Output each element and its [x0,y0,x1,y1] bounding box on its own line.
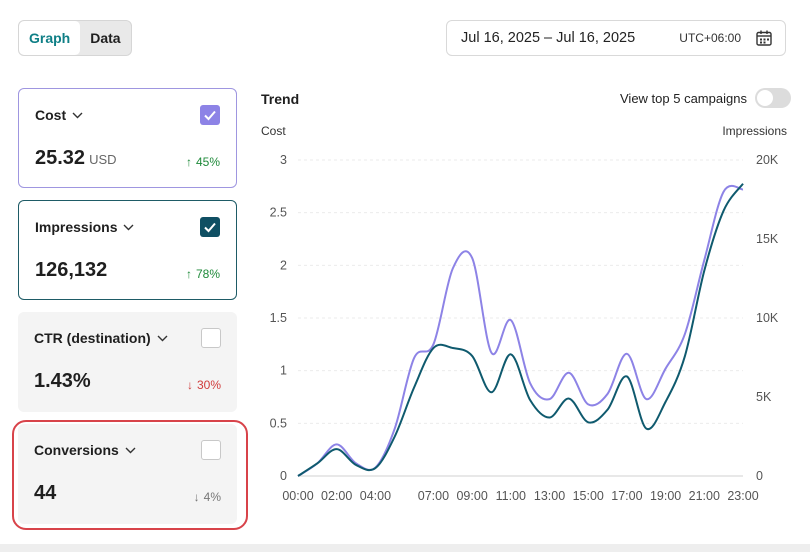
chevron-down-icon [157,335,168,341]
x-tick-label: 00:00 [282,489,313,503]
metric-value-row: 44 [34,482,56,505]
metric-value: 25.32 [35,147,86,169]
metric-dropdown[interactable]: Cost [35,107,83,123]
y-right-tick-label: 15K [756,232,779,246]
chevron-down-icon [123,224,134,230]
y-right-tick-label: 20K [756,153,779,167]
series-line-cost [297,184,744,477]
series-line-impressions [297,183,744,477]
top5-campaigns-toggle[interactable]: View top 5 campaigns [620,88,791,108]
metric-value-row: 1.43% [34,370,91,393]
y-left-tick-label: 3 [280,153,287,167]
y-right-axis-title: Impressions [722,124,787,138]
chevron-down-icon [72,112,83,118]
metric-dropdown[interactable]: Impressions [35,219,134,235]
y-left-tick-label: 1.5 [270,311,287,325]
y-left-axis-title: Cost [261,124,286,138]
bottom-strip [0,544,810,552]
metric-change-value: 45% [195,155,220,169]
x-tick-label: 04:00 [360,489,391,503]
metric-card-cost[interactable]: Cost 25.32 USD ↑ 45% [18,88,237,188]
toggle-knob [756,90,773,106]
x-tick-label: 23:00 [727,489,758,503]
x-tick-label: 13:00 [534,489,565,503]
graph-tab[interactable]: Graph [19,21,81,55]
metric-title: Conversions [34,442,119,458]
x-tick-label: 09:00 [456,489,487,503]
metric-title: Impressions [35,219,118,235]
metric-change-value: 78% [195,267,220,281]
y-left-tick-label: 1 [280,364,287,378]
calendar-icon [756,30,772,46]
metric-title: Cost [35,107,67,123]
metric-checkbox[interactable] [201,440,221,460]
metric-change: ↑ 45% [186,155,220,169]
metric-value-row: 126,132 [35,259,107,282]
metric-dropdown[interactable]: CTR (destination) [34,330,168,346]
metric-unit: USD [89,152,117,167]
x-tick-label: 02:00 [321,489,352,503]
date-range-picker[interactable]: Jul 16, 2025 – Jul 16, 2025 UTC+06:00 [446,20,786,56]
y-right-tick-label: 10K [756,311,779,325]
arrow-down-icon: ↓ [186,378,193,392]
metric-change: ↓ 30% [187,378,221,392]
y-right-tick-label: 0 [756,469,763,483]
trend-chart: 0 0.5 1 1.5 2 2.5 3 0 5K 10K 15K 20K 00:00 02:00 04:00… [270,153,779,503]
arrow-down-icon: ↓ [193,490,200,504]
metric-change-value: 30% [196,378,221,392]
metric-checkbox[interactable] [201,328,221,348]
x-tick-label: 07:00 [418,489,449,503]
metric-change: ↓ 4% [194,490,221,504]
metric-checkbox[interactable] [200,105,220,125]
metric-change-value: 4% [203,490,221,504]
y-left-tick-label: 2.5 [270,206,287,220]
metric-card-conversions[interactable]: Conversions 44 ↓ 4% [18,424,237,524]
chevron-down-icon [125,447,136,453]
highlight-annotation [12,420,248,530]
date-range-text: Jul 16, 2025 – Jul 16, 2025 [461,30,636,46]
top5-label: View top 5 campaigns [620,90,747,106]
toggle-switch[interactable] [754,88,791,108]
arrow-up-icon: ↑ [185,155,192,169]
metric-dropdown[interactable]: Conversions [34,442,136,458]
data-tab[interactable]: Data [90,30,121,46]
y-right-tick-label: 5K [756,390,772,404]
timezone-label: UTC+06:00 [679,31,741,45]
x-tick-label: 19:00 [650,489,681,503]
check-icon [204,222,216,233]
check-icon [204,110,216,121]
metric-value-row: 25.32 USD [35,147,117,170]
metric-change: ↑ 78% [186,267,220,281]
x-tick-label: 21:00 [689,489,720,503]
metric-checkbox[interactable] [200,217,220,237]
arrow-up-icon: ↑ [185,267,192,281]
metric-value: 126,132 [35,259,108,281]
metric-card-impressions[interactable]: Impressions 126,132 ↑ 78% [18,200,237,300]
trend-title: Trend [261,91,300,107]
y-left-tick-label: 2 [280,258,287,272]
metric-value: 1.43% [34,370,91,392]
metric-value: 44 [34,482,57,504]
y-left-tick-label: 0.5 [270,416,287,430]
x-tick-label: 15:00 [573,489,604,503]
x-tick-label: 11:00 [496,489,526,503]
view-toggle: Graph Data [18,20,132,56]
x-tick-label: 17:00 [611,489,642,503]
metric-title: CTR (destination) [34,330,151,346]
metric-card-ctr[interactable]: CTR (destination) 1.43% ↓ 30% [18,312,237,412]
y-left-tick-label: 0 [280,469,287,483]
